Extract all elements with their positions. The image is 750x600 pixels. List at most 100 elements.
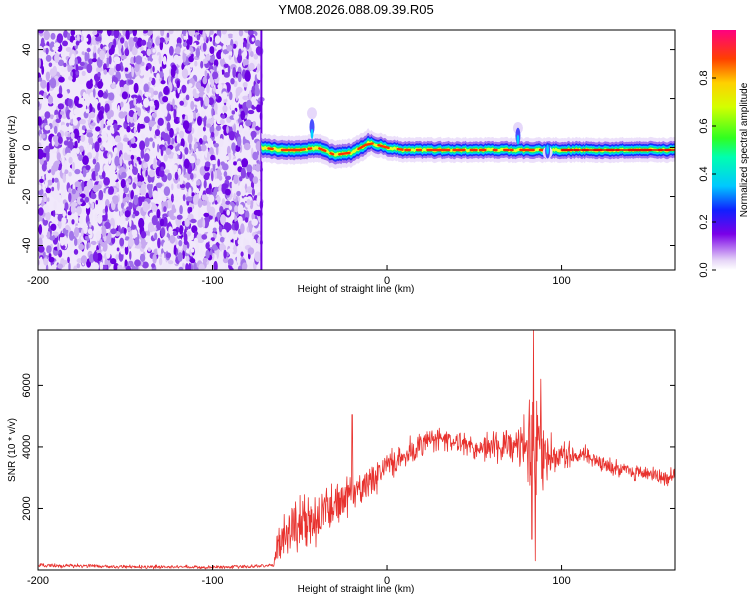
noise-speckle	[206, 123, 212, 128]
noise-speckle	[152, 65, 155, 73]
noise-speckle	[148, 76, 153, 82]
noise-speckle	[226, 44, 233, 52]
noise-speckle	[55, 118, 61, 124]
noise-speckle	[79, 61, 85, 67]
noise-speckle	[46, 161, 51, 171]
noise-speckle	[45, 170, 49, 181]
noise-speckle	[133, 112, 138, 123]
noise-speckle	[130, 190, 134, 200]
noise-speckle	[221, 114, 226, 119]
noise-speckle	[152, 141, 155, 149]
noise-speckle	[190, 234, 194, 241]
noise-speckle	[74, 140, 78, 150]
noise-speckle	[124, 259, 128, 267]
bottom-x-axis-label: Height of straight line (km)	[298, 584, 415, 595]
noise-speckle	[62, 40, 68, 47]
noise-speckle	[158, 257, 163, 266]
noise-speckle	[173, 153, 178, 163]
noise-speckle	[140, 238, 147, 249]
noise-speckle	[87, 228, 93, 235]
noise-speckle	[74, 215, 79, 224]
noise-speckle	[51, 186, 55, 192]
noise-speckle	[238, 48, 242, 56]
noise-speckle	[228, 130, 235, 141]
noise-speckle	[159, 37, 165, 43]
noise-speckle	[92, 184, 99, 193]
noise-speckle	[53, 42, 61, 48]
ridge-core	[329, 151, 335, 156]
noise-speckle	[110, 228, 117, 235]
noise-speckle	[173, 129, 177, 134]
noise-speckle	[91, 201, 95, 211]
noise-speckle	[89, 111, 96, 119]
noise-speckle	[242, 58, 246, 67]
noise-speckle	[196, 179, 201, 186]
noise-speckle	[167, 154, 175, 159]
noise-speckle	[154, 232, 158, 241]
noise-speckle	[103, 177, 110, 186]
noise-speckle	[137, 78, 144, 84]
noise-speckle	[57, 180, 60, 191]
noise-speckle	[120, 248, 125, 255]
noise-speckle	[69, 41, 73, 48]
noise-speckle	[201, 199, 208, 206]
noise-speckle	[246, 186, 254, 194]
x-tick-label: 0	[384, 575, 390, 587]
noise-speckle	[78, 129, 86, 134]
noise-speckle	[67, 64, 71, 73]
noise-speckle	[82, 224, 88, 234]
noise-speckle	[195, 148, 199, 155]
noise-speckle	[144, 70, 150, 78]
noise-speckle	[202, 76, 208, 85]
top-y-axis: -40 -20 0 20 40	[21, 43, 675, 253]
noise-speckle	[163, 133, 170, 142]
noise-speckle	[233, 114, 240, 120]
noise-speckle	[222, 105, 228, 113]
noise-speckle	[145, 66, 149, 71]
noise-speckle	[126, 180, 129, 189]
noise-speckle	[113, 30, 120, 39]
noise-speckle	[214, 65, 217, 73]
noise-speckle	[167, 260, 174, 265]
noise-speckle	[215, 89, 220, 95]
noise-speckle	[121, 171, 127, 179]
noise-speckle	[177, 252, 183, 262]
noise-speckle	[157, 117, 164, 126]
colorbar-tick-label: 0.2	[698, 214, 710, 229]
noise-speckle	[129, 217, 132, 228]
noise-speckle	[73, 128, 80, 139]
noise-speckle	[88, 58, 93, 65]
noise-speckle	[224, 188, 231, 196]
noise-speckle	[205, 242, 210, 250]
noise-speckle	[173, 54, 180, 65]
noise-speckle	[205, 187, 211, 195]
noise-speckle	[86, 242, 89, 250]
noise-speckle	[86, 63, 93, 74]
noise-speckle	[67, 245, 73, 255]
noise-speckle	[222, 256, 229, 264]
noise-speckle	[237, 204, 244, 214]
noise-speckle	[38, 194, 42, 205]
noise-speckle	[172, 230, 177, 236]
y-tick-label: 0	[21, 144, 33, 150]
noise-speckle	[236, 190, 241, 197]
noise-speckle	[168, 210, 174, 218]
noise-speckle	[129, 250, 132, 260]
noise-speckle	[239, 124, 243, 134]
noise-speckle	[56, 152, 61, 161]
noise-speckle	[245, 119, 252, 127]
noise-speckle	[124, 67, 129, 72]
noise-speckle	[223, 171, 228, 177]
bottom-y-axis: 2000 4000 6000	[21, 373, 675, 521]
noise-speckle	[86, 132, 94, 138]
noise-speckle	[256, 63, 261, 72]
bottom-x-axis: -200 -100 0 100	[27, 565, 571, 587]
noise-speckle	[99, 239, 103, 245]
noise-speckle	[43, 258, 49, 266]
noise-speckle	[175, 30, 179, 33]
noise-speckle	[151, 206, 155, 211]
noise-speckle	[140, 148, 145, 159]
noise-speckle	[174, 73, 179, 80]
noise-speckle	[218, 175, 223, 181]
